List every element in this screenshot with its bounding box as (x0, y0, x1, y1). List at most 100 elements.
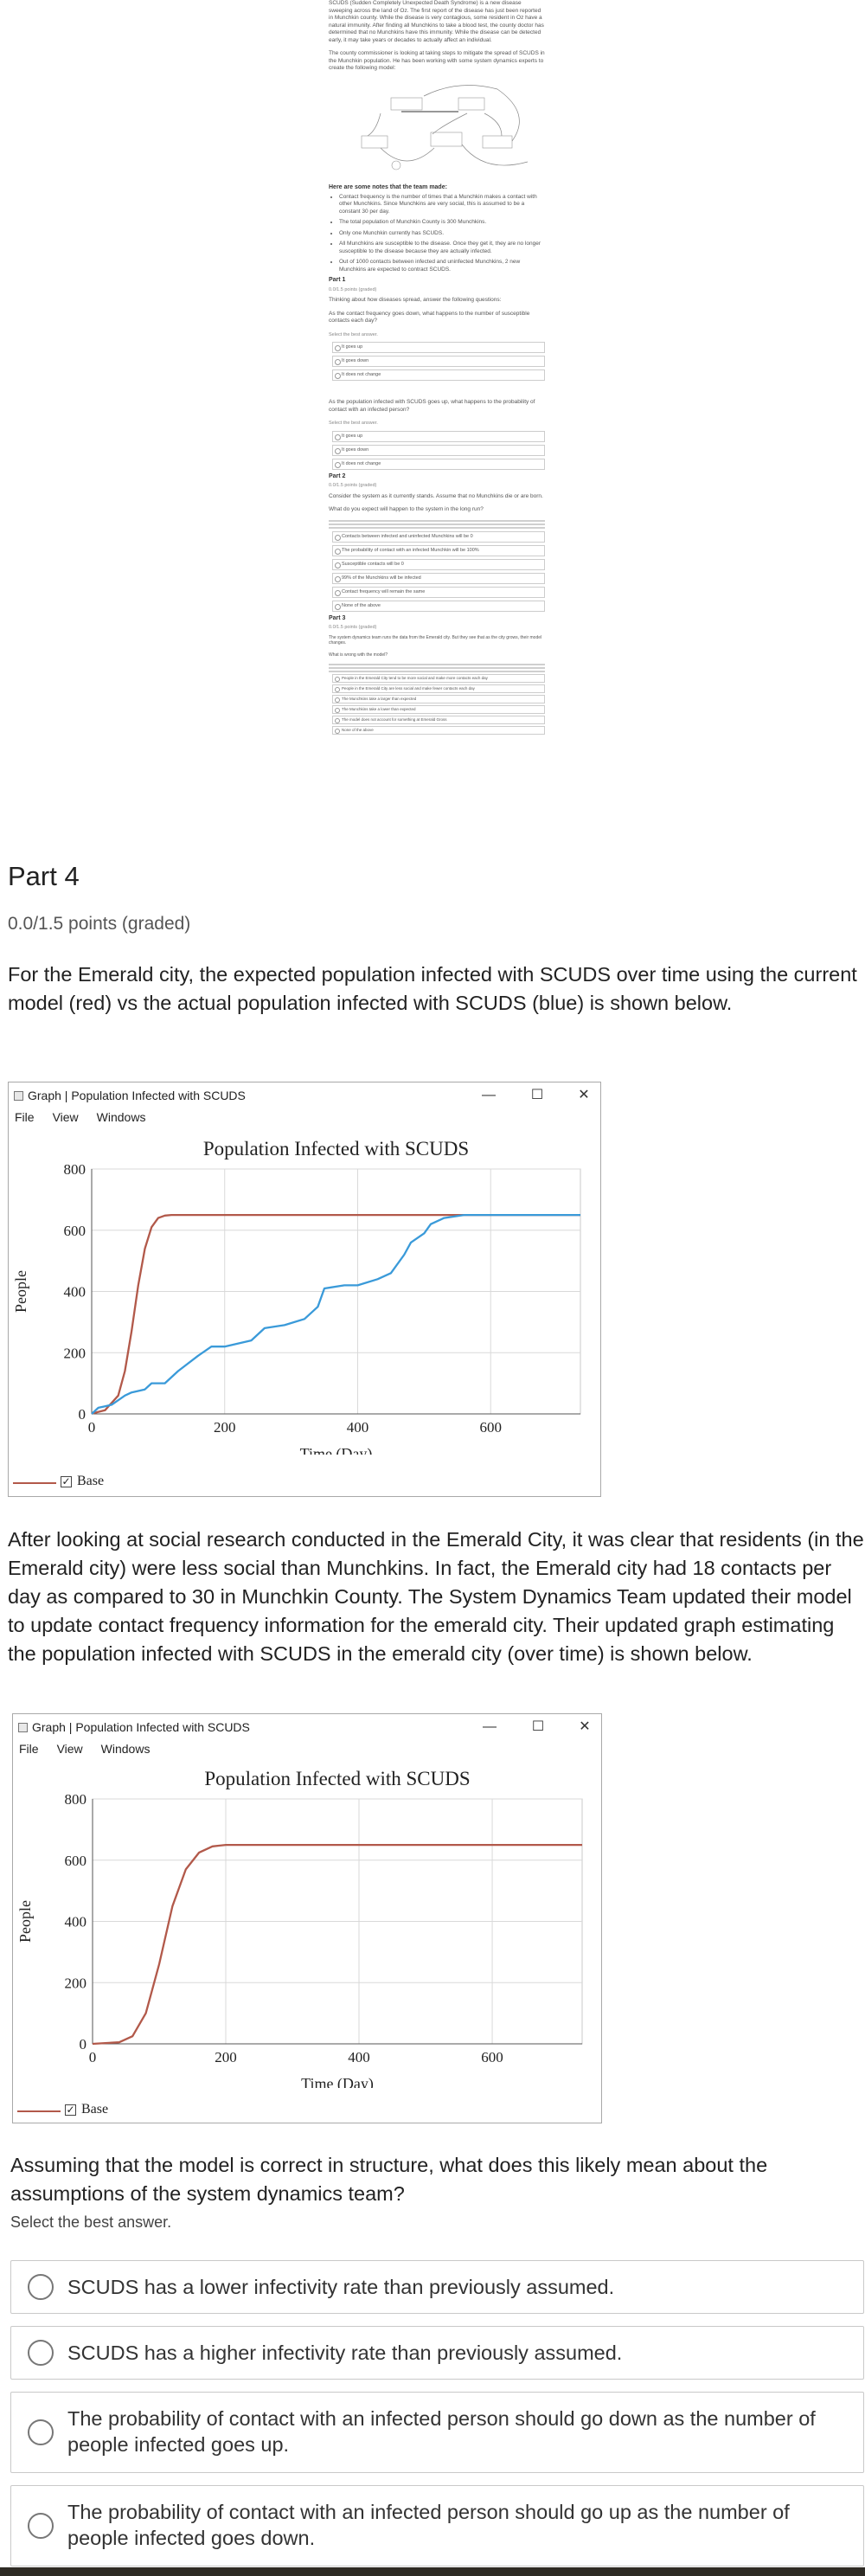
legend-line-base (17, 2110, 61, 2112)
thumb-q5-option[interactable]: People in the Emerald City are less soci… (332, 684, 545, 693)
thumb-q1-option[interactable]: It goes up (332, 342, 545, 353)
y-tick-label: 800 (64, 1161, 86, 1178)
close-button[interactable]: ✕ (578, 1088, 590, 1102)
earlier-parts-thumbnail: SCUDS (Sudden Completely Unexpected Deat… (329, 0, 545, 865)
thumb-q1: As the contact frequency goes down, what… (329, 310, 530, 324)
x-axis-label: Time (Day) (301, 2075, 374, 2088)
stock-flow-diagram (361, 84, 529, 170)
answer-option-label: SCUDS has a lower infectivity rate than … (67, 2276, 615, 2298)
thumb-q2-option[interactable]: It goes up (332, 430, 545, 442)
thumb-note: The total population of Munchkin County … (339, 219, 545, 227)
thumb-part3-title: Part 3 (329, 614, 346, 621)
minimize-button[interactable]: — (483, 1719, 497, 1734)
thumb-q3-option[interactable]: Susceptible contacts will be 0 (332, 558, 545, 570)
thumb-q1-instruction: Select the best answer. (329, 331, 378, 337)
thumb-q3-option[interactable]: The probability of contact with an infec… (332, 544, 545, 556)
chart-population-infected-1: Population Infected with SCUDS 0 200 400 600… (12, 1138, 581, 1455)
thumb-part1-lead: Thinking about how diseases spread, answ… (329, 297, 502, 303)
part4-intro: For the Emerald city, the expected popul… (8, 963, 857, 1014)
series-line-actual (91, 1213, 580, 1415)
y-tick-label: 200 (64, 1345, 86, 1361)
maximize-button[interactable]: ☐ (531, 1719, 545, 1734)
part4-question: Assuming that the model is correct in st… (10, 2154, 768, 2205)
menu-file[interactable]: File (19, 1742, 39, 1756)
thumb-q3-option[interactable]: Contact frequency will remain the same (332, 586, 545, 598)
maximize-button[interactable]: ☐ (530, 1088, 544, 1102)
thumb-q2: As the population infected with SCUDS go… (329, 399, 535, 413)
thumb-q3-option[interactable]: 99% of the Munchkins will be infected (332, 572, 545, 584)
menu-windows[interactable]: Windows (96, 1110, 146, 1124)
answer-option-1[interactable]: SCUDS has a lower infectivity rate than … (10, 2260, 864, 2314)
thumb-note: Only one Munchkin currently has SCUDS. (339, 230, 545, 238)
answer-option-2[interactable]: SCUDS has a higher infectivity rate than… (10, 2326, 864, 2380)
legend-label-base: Base (77, 1474, 105, 1488)
thumb-part2-points: 0.0/1.5 points (graded) (329, 483, 377, 488)
thumb-q3: What do you expect will happen to the sy… (329, 506, 484, 512)
thumb-q1-option[interactable]: It does not change (332, 369, 545, 381)
thumb-notes-list: Contact frequency is the number of times… (329, 194, 545, 274)
thumb-q5-option[interactable]: People in the Emerald City tend to be mo… (332, 674, 545, 683)
graph-window-title: Graph | Population Infected with SCUDS (32, 1720, 250, 1734)
radio-button[interactable] (28, 2419, 54, 2445)
radio-button[interactable] (28, 2513, 54, 2539)
chart-title: Population Infected with SCUDS (204, 1768, 470, 1789)
radio-button[interactable] (28, 2340, 54, 2366)
radio-button[interactable] (28, 2274, 54, 2300)
thumb-intro2: The county commissioner is looking at ta… (329, 50, 545, 71)
thumb-q5-option[interactable]: The Munchkins take a lower than expected (332, 705, 545, 714)
menu-windows[interactable]: Windows (100, 1742, 151, 1756)
series-line-base (91, 1213, 580, 1415)
chart-legend: ✓ Base (9, 1474, 182, 1493)
part4-context-text: After looking at social research conduct… (8, 1528, 864, 1665)
close-button[interactable]: ✕ (579, 1719, 591, 1734)
legend-line-base (13, 1482, 56, 1484)
thumb-q2-option[interactable]: It does not change (332, 458, 545, 470)
thumb-blurred-text (329, 526, 545, 529)
menu-view[interactable]: View (56, 1742, 83, 1756)
graph-menubar: File View Windows (13, 1742, 162, 1759)
graph-window-1: Graph | Population Infected with SCUDS —… (8, 1082, 601, 1497)
thumb-q5-option[interactable]: The Munchkins take a larger than expecte… (332, 695, 545, 703)
answer-option-label: The probability of contact with an infec… (67, 2407, 816, 2456)
thumb-note: Out of 1000 contacts between infected an… (339, 259, 545, 273)
y-tick-label: 400 (65, 1914, 87, 1930)
minimize-button[interactable]: — (482, 1088, 496, 1102)
y-axis-label: People (16, 1900, 34, 1943)
taskbar-strip (0, 2567, 865, 2576)
graph-menubar: File View Windows (9, 1110, 157, 1127)
thumb-note: All Munchkins are susceptible to the dis… (339, 241, 545, 255)
thumb-q5-option[interactable]: None of the above (332, 726, 545, 735)
y-tick-label: 0 (79, 1406, 86, 1423)
legend-checkbox[interactable]: ✓ (65, 2104, 76, 2116)
app-icon (14, 1091, 23, 1101)
thumb-q3-option[interactable]: None of the above (332, 600, 545, 612)
answer-option-3[interactable]: The probability of contact with an infec… (10, 2392, 864, 2473)
legend-label-base: Base (81, 2102, 109, 2117)
x-tick-label: 600 (479, 1419, 502, 1436)
menu-file[interactable]: File (15, 1110, 35, 1124)
x-tick-label: 200 (215, 2049, 237, 2065)
thumb-q1-option[interactable]: It goes down (332, 356, 545, 367)
graph-window-2: Graph | Population Infected with SCUDS —… (12, 1713, 602, 2123)
part4-instruction: Select the best answer. (10, 2213, 172, 2231)
x-tick-label: 0 (88, 1419, 96, 1436)
x-axis-label: Time (Day) (300, 1445, 373, 1455)
thumb-blurred-text (329, 523, 545, 525)
answer-option-4[interactable]: The probability of contact with an infec… (10, 2485, 864, 2566)
thumb-part3-points: 0.0/1.5 points (graded) (329, 625, 377, 630)
thumb-q5-option[interactable]: The model does not account for something… (332, 716, 545, 724)
thumb-part3-lead: The system dynamics team runs the data f… (329, 634, 542, 646)
thumb-q3-option[interactable]: Contacts between infected and uninfected… (332, 530, 545, 543)
legend-checkbox[interactable]: ✓ (61, 1475, 72, 1487)
chart-legend: ✓ Base (13, 2102, 186, 2121)
thumb-notes-title: Here are some notes that the team made: (329, 184, 447, 190)
chart-title: Population Infected with SCUDS (203, 1138, 469, 1160)
y-tick-label: 600 (64, 1223, 86, 1239)
thumb-note: Contact frequency is the number of times… (339, 194, 545, 216)
answer-option-label: SCUDS has a higher infectivity rate than… (67, 2342, 623, 2364)
graph-titlebar: Graph | Population Infected with SCUDS —… (9, 1082, 600, 1108)
graph-window-title: Graph | Population Infected with SCUDS (28, 1089, 246, 1102)
thumb-blurred-text (329, 519, 545, 522)
thumb-q2-option[interactable]: It goes down (332, 444, 545, 456)
menu-view[interactable]: View (52, 1110, 79, 1124)
